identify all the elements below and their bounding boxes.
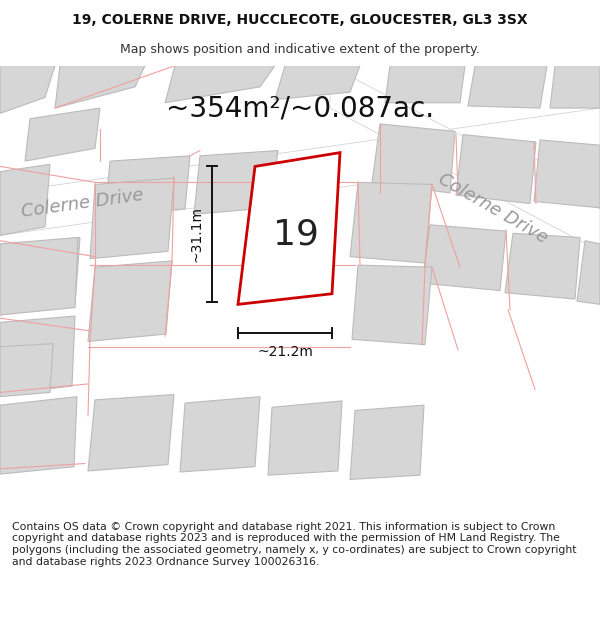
Polygon shape [352, 265, 432, 344]
Polygon shape [505, 233, 580, 299]
Polygon shape [268, 401, 342, 475]
Polygon shape [275, 66, 360, 99]
Polygon shape [0, 316, 75, 394]
Polygon shape [165, 66, 275, 102]
Polygon shape [0, 108, 600, 236]
Text: Contains OS data © Crown copyright and database right 2021. This information is : Contains OS data © Crown copyright and d… [12, 522, 577, 567]
Text: 19, COLERNE DRIVE, HUCCLECOTE, GLOUCESTER, GL3 3SX: 19, COLERNE DRIVE, HUCCLECOTE, GLOUCESTE… [72, 12, 528, 27]
Text: Colerne Drive: Colerne Drive [20, 186, 145, 221]
Polygon shape [372, 124, 455, 193]
Text: Colerne Drive: Colerne Drive [435, 170, 551, 248]
Text: ~31.1m: ~31.1m [190, 206, 204, 262]
Polygon shape [238, 152, 340, 304]
Polygon shape [88, 261, 172, 341]
Polygon shape [534, 140, 600, 208]
Polygon shape [350, 405, 424, 479]
Polygon shape [88, 394, 174, 471]
Polygon shape [0, 344, 53, 397]
Text: 19: 19 [274, 217, 319, 252]
Polygon shape [90, 178, 174, 259]
Polygon shape [385, 66, 465, 102]
Polygon shape [350, 182, 432, 263]
Polygon shape [194, 151, 278, 214]
Polygon shape [25, 108, 100, 161]
Polygon shape [0, 397, 77, 474]
Text: ~354m²/~0.087ac.: ~354m²/~0.087ac. [166, 94, 434, 122]
Polygon shape [105, 156, 190, 214]
Polygon shape [0, 238, 78, 315]
Polygon shape [0, 66, 55, 113]
Text: ~21.2m: ~21.2m [257, 345, 313, 359]
Polygon shape [468, 66, 547, 108]
Polygon shape [0, 164, 50, 236]
Polygon shape [456, 134, 536, 204]
Polygon shape [0, 238, 80, 315]
Text: Map shows position and indicative extent of the property.: Map shows position and indicative extent… [120, 42, 480, 56]
Polygon shape [55, 66, 145, 108]
Polygon shape [422, 225, 506, 291]
Polygon shape [180, 397, 260, 472]
Polygon shape [577, 241, 600, 304]
Polygon shape [550, 66, 600, 108]
Polygon shape [330, 66, 600, 251]
